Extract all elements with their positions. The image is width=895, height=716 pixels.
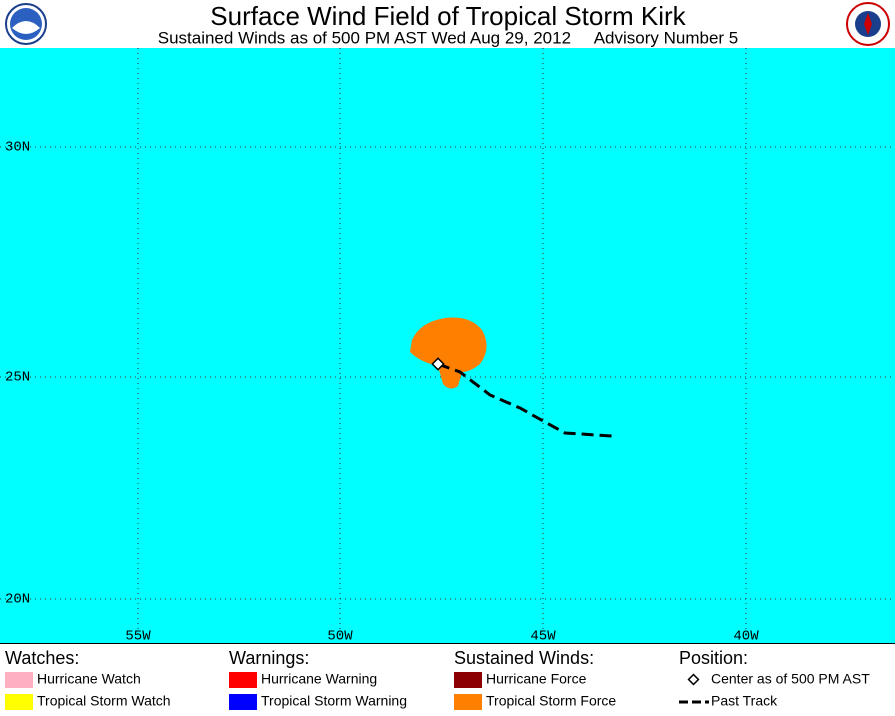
legend-label: Center as of 500 PM AST (711, 671, 870, 687)
legend-swatch (5, 694, 33, 710)
legend-label: Tropical Storm Watch (37, 693, 171, 709)
title: Surface Wind Field of Tropical Storm Kir… (210, 1, 686, 31)
lon-label: 45W (530, 629, 556, 645)
legend-label: Hurricane Force (486, 671, 587, 687)
legend-swatch (229, 672, 257, 688)
legend-label: Tropical Storm Force (486, 693, 616, 709)
grid (0, 48, 895, 643)
past-track (437, 362, 613, 438)
legend-swatch (5, 672, 33, 688)
legend-label: Past Track (711, 693, 778, 709)
lat-label: 30N (5, 140, 30, 156)
legend-center-icon (687, 673, 700, 686)
legend-heading: Position: (679, 648, 748, 668)
lat-label: 25N (5, 370, 30, 386)
legend-swatch (454, 672, 482, 688)
legend-label: Hurricane Watch (37, 671, 141, 687)
legend-label: Hurricane Warning (261, 671, 377, 687)
lon-label: 50W (327, 629, 353, 645)
legend-heading: Warnings: (229, 648, 309, 668)
lon-label: 55W (125, 629, 151, 645)
noaa-logo (5, 3, 47, 45)
lat-label: 20N (5, 592, 30, 608)
legend-swatch (454, 694, 482, 710)
legend-label: Tropical Storm Warning (261, 693, 407, 709)
storm-center (431, 357, 445, 371)
legend-heading: Sustained Winds: (454, 648, 594, 668)
legend-swatch (229, 694, 257, 710)
lon-label: 40W (733, 629, 759, 645)
subtitle: Sustained Winds as of 500 PM AST Wed Aug… (158, 28, 739, 47)
legend-heading: Watches: (5, 648, 79, 668)
tropical-storm-force-area (410, 317, 487, 389)
nws-logo (846, 2, 890, 46)
